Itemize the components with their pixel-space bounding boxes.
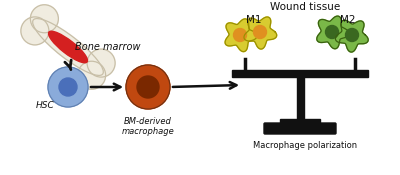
Text: M1: M1: [246, 15, 262, 25]
Circle shape: [78, 61, 106, 89]
Circle shape: [21, 17, 49, 45]
Text: Bone marrow: Bone marrow: [75, 42, 141, 52]
Ellipse shape: [48, 31, 88, 63]
Text: HSC: HSC: [36, 101, 54, 110]
Text: Wound tissue: Wound tissue: [270, 2, 340, 12]
Bar: [280, 119, 320, 124]
Text: BM-derived
macrophage: BM-derived macrophage: [122, 117, 174, 136]
Circle shape: [30, 5, 58, 33]
Circle shape: [254, 26, 266, 38]
Polygon shape: [336, 20, 368, 52]
FancyBboxPatch shape: [264, 123, 336, 134]
Bar: [296, 77, 304, 119]
Circle shape: [137, 76, 159, 98]
Bar: [232, 70, 368, 77]
Polygon shape: [225, 19, 257, 52]
Circle shape: [48, 67, 88, 107]
Polygon shape: [244, 17, 277, 49]
Circle shape: [59, 78, 77, 96]
Circle shape: [87, 49, 115, 77]
Text: Macrophage polarization: Macrophage polarization: [253, 141, 357, 150]
Text: M2: M2: [340, 15, 356, 25]
Ellipse shape: [33, 19, 103, 75]
Circle shape: [234, 29, 246, 41]
Polygon shape: [317, 16, 349, 49]
Circle shape: [346, 29, 358, 41]
Circle shape: [126, 65, 170, 109]
Circle shape: [326, 26, 338, 38]
